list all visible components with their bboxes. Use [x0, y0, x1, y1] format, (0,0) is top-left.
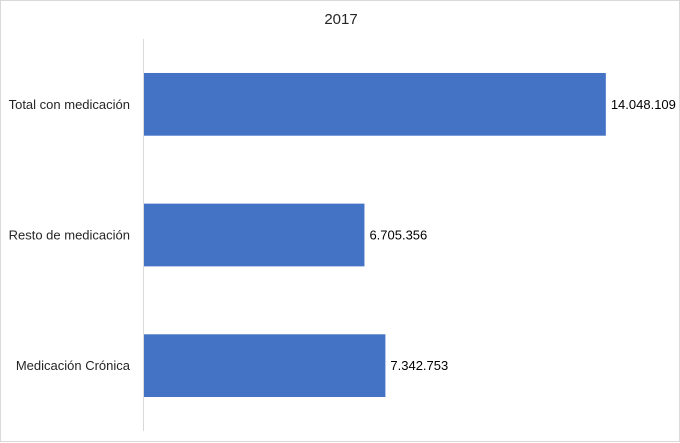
category-label: Resto de medicación	[9, 228, 130, 243]
category-label: Medicación Crónica	[16, 358, 131, 373]
bar	[144, 72, 606, 136]
chart-title: 2017	[324, 11, 357, 28]
bar	[144, 334, 386, 398]
bar	[144, 203, 365, 267]
category-label: Total con medicación	[9, 97, 130, 112]
value-label: 14.048.109	[611, 97, 676, 112]
value-label: 7.342.753	[390, 358, 448, 373]
bars-group: Total con medicación 14.048.109 Resto de m…	[9, 72, 676, 398]
value-label: 6.705.356	[369, 228, 427, 243]
